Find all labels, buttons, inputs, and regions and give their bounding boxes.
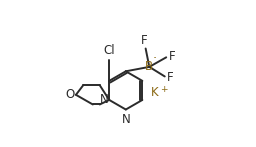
Text: N: N: [121, 113, 130, 126]
Text: O: O: [66, 88, 75, 101]
Text: N: N: [100, 93, 109, 106]
Text: F: F: [168, 50, 175, 63]
Text: F: F: [141, 34, 148, 47]
Text: Cl: Cl: [103, 44, 115, 57]
Text: ·: ·: [152, 52, 156, 65]
Text: K: K: [151, 86, 158, 99]
Text: F: F: [167, 71, 174, 84]
Text: B: B: [145, 60, 153, 73]
Text: +: +: [160, 85, 167, 94]
